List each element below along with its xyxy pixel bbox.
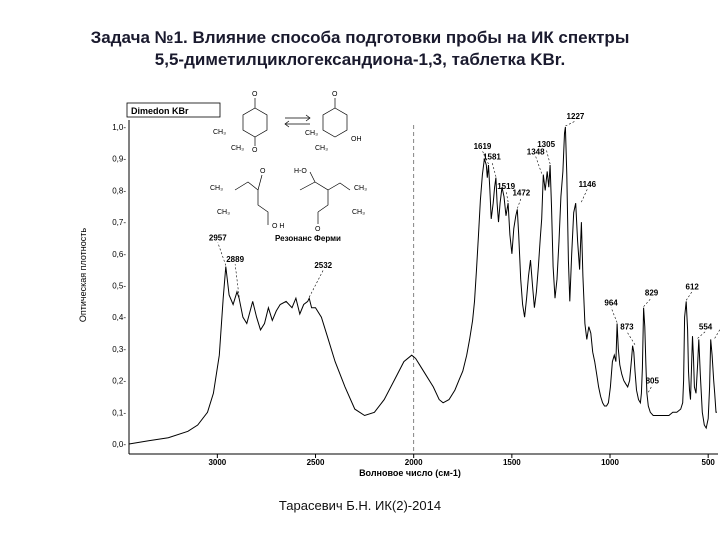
chart-title-box <box>126 102 221 118</box>
peak-leader-line <box>535 156 542 174</box>
svg-text:CH₃: CH₃ <box>352 209 365 216</box>
slide-title-line-2: 5,5-диметилциклогександиона-1,3, таблетк… <box>154 50 566 69</box>
peak-label-1519: 1519 <box>497 182 515 191</box>
y-ticks: 0,0- 0,1- 0,2- 0,3- 0,4- 0,5- 0,6- 0,7- 0,8- 0,9-… <box>112 123 126 449</box>
chart-title: Dimedon KBr <box>131 106 189 116</box>
peak-label-2532: 2532 <box>314 261 332 270</box>
peak-label-1146: 1146 <box>579 180 597 189</box>
svg-text:CH₃: CH₃ <box>213 129 226 136</box>
molecule-structures-icon: O O CH₃ CH₃ O OH CH₃ CH₃ O CH₃ CH₃ O H H… <box>210 91 367 233</box>
y-tick-label: 1,0- <box>112 123 126 132</box>
y-tick-label: 0,5- <box>112 282 126 291</box>
y-tick-label: 0,0- <box>112 440 126 449</box>
y-tick-label: 0,7- <box>112 218 126 227</box>
peak-leader-line <box>217 242 227 266</box>
peak-leader-line <box>685 291 693 301</box>
peak-label-1227: 1227 <box>567 112 585 121</box>
peak-label-2957: 2957 <box>209 233 227 242</box>
peak-leader-line <box>610 307 618 323</box>
peak-leader-line <box>308 270 324 298</box>
y-tick-label: 0,9- <box>112 155 126 164</box>
peak-leader-line <box>697 331 706 339</box>
peak-leader-line <box>505 191 509 203</box>
x-ticks: 3000 2500 2000 1500 1000 500 <box>208 454 715 467</box>
peak-leader-line <box>545 148 551 165</box>
y-axis-label: Оптическая плотность <box>78 228 88 322</box>
svg-text:CH₃: CH₃ <box>210 185 223 192</box>
x-tick-label: 2500 <box>307 458 325 467</box>
peak-label-1348: 1348 <box>527 148 545 157</box>
peak-leader-line <box>581 188 588 203</box>
peak-label-1305: 1305 <box>537 140 555 149</box>
slide-title-line-1: Задача №1. Влияние способа подготовки пр… <box>90 28 630 47</box>
svg-text:CH₃: CH₃ <box>217 209 230 216</box>
peak-label-829: 829 <box>645 289 659 298</box>
fermi-resonance-annotation: Резонанс Ферми <box>275 234 341 243</box>
peak-label-805: 805 <box>646 376 660 385</box>
peak-label-1619: 1619 <box>474 142 492 151</box>
y-tick-label: 0,8- <box>112 186 126 195</box>
peak-label-873: 873 <box>620 323 634 332</box>
svg-text:CH₃: CH₃ <box>315 145 328 152</box>
peak-leader-line <box>234 264 240 298</box>
x-tick-label: 2000 <box>405 458 423 467</box>
svg-text:H-O: H-O <box>294 168 307 175</box>
x-tick-label: 1000 <box>601 458 619 467</box>
svg-text:O: O <box>315 226 321 233</box>
peak-label-1581: 1581 <box>483 153 501 162</box>
x-tick-label: 3000 <box>208 458 226 467</box>
footer-author: Тарасевич Б.Н. ИК(2)-2014 <box>278 498 442 513</box>
svg-text:CH₃: CH₃ <box>305 130 318 137</box>
svg-text:O: O <box>260 168 266 175</box>
spectrum-line-series <box>128 126 717 445</box>
peak-leader-line <box>714 328 720 339</box>
peak-leader-line <box>648 385 653 393</box>
peak-label-2889: 2889 <box>226 255 244 264</box>
y-tick-label: 0,3- <box>112 345 126 354</box>
svg-text:O H: O H <box>272 223 284 230</box>
y-tick-label: 0,4- <box>112 313 126 322</box>
svg-text:CH₃: CH₃ <box>231 145 244 152</box>
peak-leader-line <box>643 297 652 307</box>
peak-leader-line <box>565 120 576 127</box>
y-tick-label: 0,6- <box>112 250 126 259</box>
y-tick-label: 0,1- <box>112 408 126 417</box>
svg-text:O: O <box>252 91 258 98</box>
peak-label-612: 612 <box>686 282 700 291</box>
svg-text:O: O <box>332 91 338 98</box>
svg-text:OH: OH <box>351 136 362 143</box>
peak-leader-line <box>517 197 522 209</box>
svg-text:CH₃: CH₃ <box>354 185 367 192</box>
x-axis-label: Волновое число (см-1) <box>359 468 461 478</box>
svg-text:O: O <box>252 147 258 154</box>
peak-leader-line <box>626 331 636 345</box>
peak-leader-line <box>491 161 497 177</box>
x-tick-label: 1500 <box>503 458 521 467</box>
peak-label-554: 554 <box>699 322 713 331</box>
peak-label-964: 964 <box>604 299 618 308</box>
peak-label-1472: 1472 <box>512 188 530 197</box>
y-tick-label: 0,2- <box>112 377 126 386</box>
x-tick-label: 500 <box>702 458 716 467</box>
